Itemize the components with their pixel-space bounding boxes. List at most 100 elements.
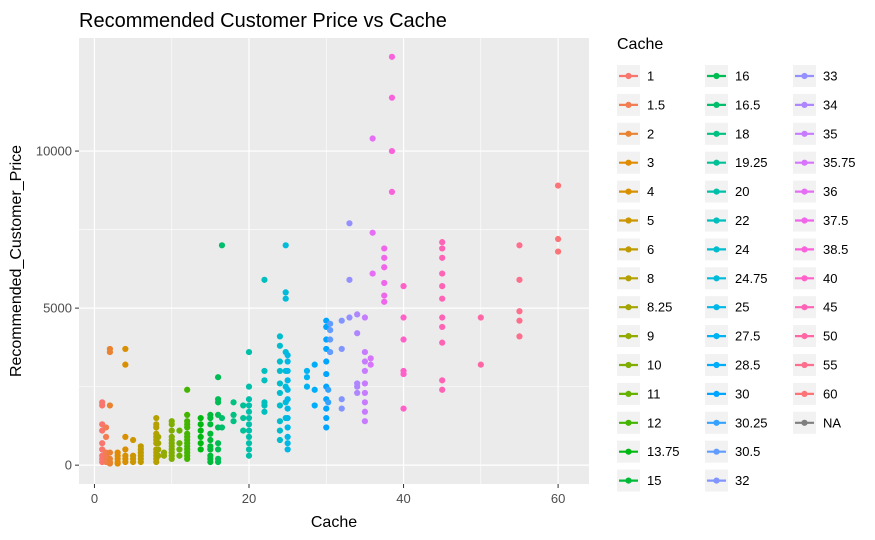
data-point [369, 135, 376, 142]
x-tick-label: 20 [242, 491, 256, 506]
legend-item: 25 [705, 296, 749, 319]
data-point [361, 408, 369, 415]
legend-label: 32 [735, 473, 749, 488]
data-point [276, 358, 284, 365]
data-point [240, 414, 247, 422]
legend-key-point [713, 101, 720, 108]
data-point [327, 336, 334, 343]
legend-label: 6 [647, 242, 654, 257]
y-tick-label: 5000 [43, 301, 72, 316]
data-point [338, 345, 345, 353]
legend-title: Cache [617, 36, 663, 53]
legend-key-point [801, 188, 808, 195]
data-point [361, 314, 369, 321]
data-point [122, 433, 129, 440]
legend-item: 1 [617, 65, 654, 87]
legend-key-point [625, 217, 632, 224]
data-point [102, 433, 110, 440]
data-point [516, 333, 523, 340]
data-point [114, 449, 121, 456]
legend-key-point [713, 188, 720, 195]
legend-key-point [713, 217, 720, 224]
legend-label: 30 [735, 386, 749, 401]
data-point [354, 330, 361, 337]
legend-item: 12 [617, 411, 661, 434]
data-point [129, 452, 137, 459]
legend-key-point [713, 304, 720, 311]
data-point [327, 348, 334, 356]
legend-label: 5 [647, 213, 654, 228]
data-point [361, 367, 369, 375]
data-point [207, 436, 214, 444]
legend-key-point [801, 333, 808, 340]
data-point [346, 220, 353, 227]
x-tick-label: 0 [91, 491, 98, 506]
data-point [361, 399, 369, 406]
data-point [439, 314, 446, 321]
legend-key-point [625, 448, 632, 455]
data-point [381, 264, 388, 271]
data-point [207, 452, 214, 459]
legend-key-point [625, 246, 632, 253]
data-point [276, 367, 284, 375]
data-point [439, 377, 446, 384]
legend-key-point [801, 304, 808, 311]
legend-key-point [713, 361, 720, 369]
data-point [168, 427, 175, 434]
legend-key-point [625, 101, 632, 108]
data-point [338, 317, 345, 324]
legend-key-point [713, 130, 720, 137]
data-point [214, 396, 222, 403]
legend-key-point [625, 275, 632, 282]
data-point [106, 455, 114, 462]
data-point [102, 424, 110, 431]
legend-label: 19.25 [735, 155, 768, 170]
data-point [276, 333, 284, 340]
legend-item: 2 [617, 122, 654, 145]
legend-item: 10 [617, 354, 661, 376]
legend-item: 36 [793, 180, 837, 203]
data-point [184, 430, 191, 437]
data-point [516, 308, 523, 315]
data-point [439, 239, 446, 246]
data-point [284, 446, 291, 453]
legend-label: 34 [823, 97, 837, 112]
data-point [400, 283, 407, 290]
legend-label: 37.5 [823, 213, 848, 228]
data-point [122, 446, 129, 453]
legend-item: 55 [793, 354, 837, 376]
data-point [137, 443, 144, 450]
legend-label: 50 [823, 329, 837, 344]
data-point [554, 182, 562, 189]
legend-label: 8.25 [647, 300, 672, 315]
legend-key-point [801, 275, 808, 282]
legend-key-point [625, 159, 632, 166]
legend-label: 10 [647, 358, 661, 373]
legend-item: 24.75 [705, 267, 768, 290]
legend-label: 35.75 [823, 155, 856, 170]
data-point [388, 188, 396, 196]
data-point [284, 433, 291, 440]
data-point [184, 411, 191, 419]
data-point [367, 361, 374, 368]
data-point [197, 427, 204, 434]
data-point [338, 405, 345, 412]
legend-label: 27.5 [735, 329, 760, 344]
data-point [207, 430, 214, 437]
legend-item: 8.25 [617, 296, 672, 319]
data-point [276, 342, 284, 349]
data-point [282, 295, 289, 302]
data-point [245, 402, 253, 409]
data-point [311, 361, 318, 368]
data-point [439, 254, 446, 261]
legend-item: 40 [793, 267, 837, 290]
legend-label: 8 [647, 271, 654, 286]
legend-key-point [713, 419, 720, 426]
legend-label: 22 [735, 213, 749, 228]
data-point [361, 380, 369, 387]
data-point [323, 405, 330, 412]
legend-label: 13.75 [647, 444, 680, 459]
data-point [284, 358, 291, 365]
data-point [218, 414, 226, 422]
